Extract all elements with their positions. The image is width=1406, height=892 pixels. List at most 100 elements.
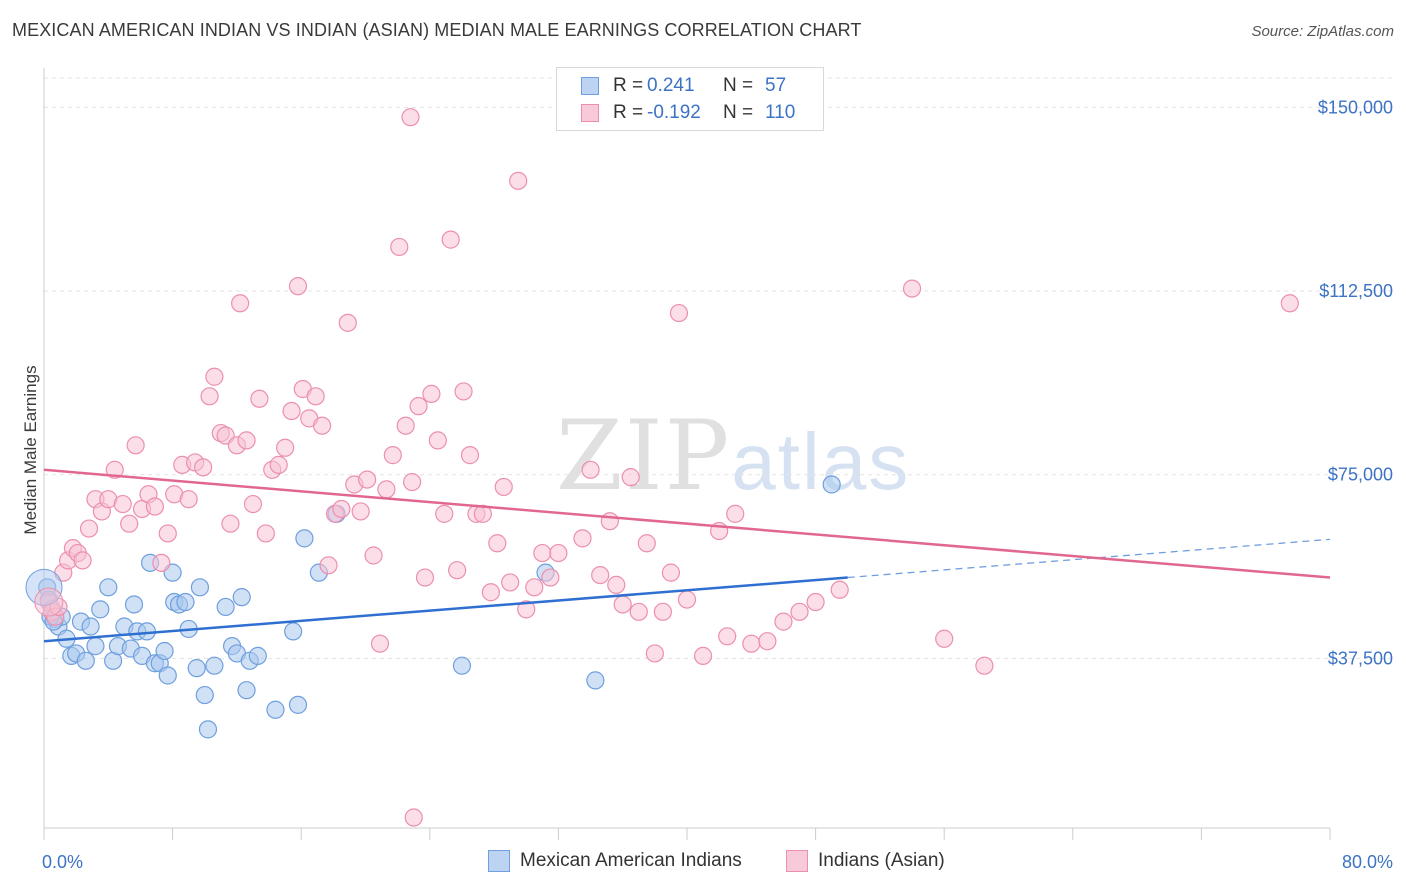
data-point-pink [441,230,460,249]
data-point-blue [452,656,472,675]
stats-legend-row-pink: R = -0.192 N = 110 [581,100,795,126]
data-point-pink [1280,294,1299,313]
data-point-pink [319,556,338,575]
data-point-blue [822,475,841,494]
data-point-pink [830,580,849,599]
data-point-pink [306,387,325,406]
data-point-pink [358,470,377,489]
data-point-blue [205,656,224,675]
data-point-pink [428,431,447,450]
bottom-legend-item-blue: Mexican American Indians [488,850,742,872]
data-point-pink [415,568,435,587]
n-label: N = [723,75,754,96]
bottom-legend-label-blue: Mexican American Indians [520,850,742,871]
data-point-blue [288,695,308,714]
stats-legend-row-blue: R = 0.241 N = 57 [581,73,786,99]
data-point-pink [338,313,357,332]
data-point-pink [396,416,415,435]
data-point-blue [284,622,303,641]
data-point-pink [404,808,423,827]
data-point-pink [269,455,288,474]
r-label: R = [613,75,644,96]
legend-swatch-pink [581,104,599,122]
legend-swatch-blue [581,77,599,95]
y-tick-label: $75,000 [1328,465,1393,485]
n-value-blue: 57 [765,75,787,96]
data-point-pink [312,416,332,435]
data-point-pink [637,534,656,553]
data-point-pink [256,524,275,543]
data-point-pink [581,460,600,479]
data-point-blue [216,597,235,617]
data-point-pink [152,553,171,572]
data-point-blue [232,588,251,607]
data-point-pink [653,602,672,621]
data-point-pink [607,575,626,594]
data-point-pink [726,504,745,523]
data-point-pink [517,600,536,619]
y-tick-label: $150,000 [1318,97,1393,117]
data-point-blue [266,700,285,719]
y-tick-label: $37,500 [1328,648,1393,668]
data-point-pink [120,514,139,533]
data-point-blue [586,671,605,690]
data-point-blue [295,529,314,548]
data-point-pink [221,514,240,533]
data-point-pink [79,519,99,538]
r-value-blue: 0.241 [647,75,695,96]
stats-legend: R = 0.241 N = 57 R = -0.192 N = 110 [556,67,824,131]
data-point-pink [645,644,664,663]
data-point-pink [975,656,994,675]
data-point-blue [86,637,105,656]
data-point-pink [409,397,428,416]
bottom-legend-item-pink: Indians (Asian) [786,850,945,872]
data-point-pink [288,277,308,296]
data-point-pink [525,578,544,597]
data-point-pink [600,512,619,531]
data-point-pink [573,529,592,548]
data-point-pink [403,472,422,492]
data-point-pink [790,602,809,621]
data-point-pink [332,499,351,519]
data-point-pink [501,573,520,592]
data-point-pink [231,294,250,313]
n-value-pink: 110 [765,102,796,123]
data-point-blue [99,578,118,597]
data-point-pink [661,563,681,582]
data-point-pink [758,632,777,651]
data-point-pink [621,468,640,487]
data-point-pink [693,646,713,665]
data-point-pink [158,524,177,543]
data-point-blue [248,646,267,665]
bottom-legend-swatch-blue [488,850,510,872]
data-point-blue [124,595,144,614]
data-point-pink [237,431,256,450]
data-point-blue [81,617,100,636]
data-point-blue [195,685,214,705]
source-label: Source: ZipAtlas.com [1251,23,1394,40]
data-point-pink [401,108,420,127]
watermark-zip: ZIP [556,400,732,512]
chart-title: MEXICAN AMERICAN INDIAN VS INDIAN (ASIAN… [12,20,862,40]
data-point-blue [158,666,177,685]
watermark: ZIPatlas [556,400,910,512]
data-point-pink [383,446,402,465]
data-point-pink [454,382,473,401]
x-tick-label-min: 0.0% [42,852,83,872]
data-point-blue [176,592,195,612]
data-point-pink [806,592,825,612]
data-point-pink [742,634,761,653]
data-point-pink [179,490,198,509]
data-point-blue [190,578,210,597]
data-point-pink [669,303,689,323]
n-label: N = [723,102,754,123]
data-point-pink [282,401,301,421]
data-point-pink [494,477,513,497]
data-point-pink [377,480,396,499]
data-point-blue [187,659,206,678]
data-point-pink [935,629,954,648]
data-point-pink [370,634,390,653]
data-point-blue [91,600,110,619]
x-tick-label-max: 80.0% [1342,852,1393,872]
